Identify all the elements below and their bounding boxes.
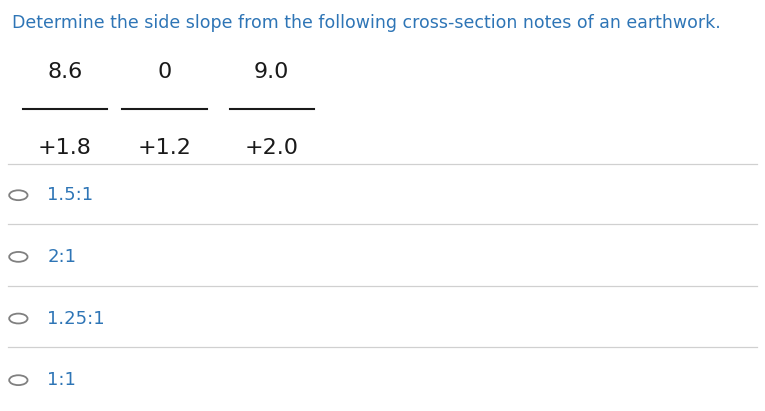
Text: +1.2: +1.2	[138, 138, 191, 158]
Text: +1.8: +1.8	[38, 138, 92, 158]
Text: +2.0: +2.0	[245, 138, 298, 158]
Text: 9.0: 9.0	[254, 62, 289, 82]
Text: 0: 0	[158, 62, 171, 82]
Text: 8.6: 8.6	[47, 62, 83, 82]
Text: 1.5:1: 1.5:1	[47, 186, 93, 204]
Text: 1:1: 1:1	[47, 371, 76, 389]
Text: 1.25:1: 1.25:1	[47, 309, 105, 328]
Text: 2:1: 2:1	[47, 248, 76, 266]
Text: Determine the side slope from the following cross-section notes of an earthwork.: Determine the side slope from the follow…	[12, 14, 721, 32]
